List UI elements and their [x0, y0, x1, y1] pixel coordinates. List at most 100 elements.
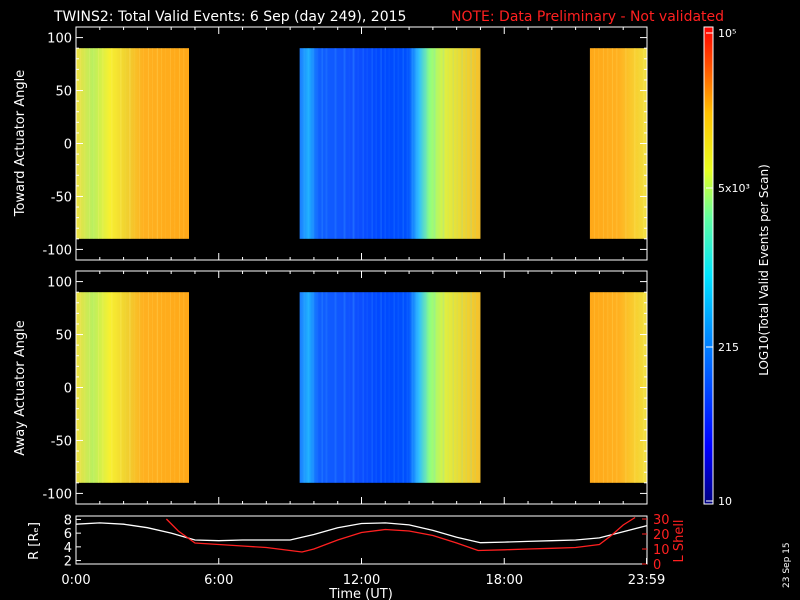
heat-streak	[375, 292, 377, 483]
heat-streak	[134, 48, 135, 239]
ytick-label-radius: 6	[64, 527, 72, 542]
heat-streak	[147, 292, 148, 483]
xtick-label: 6:00	[204, 573, 233, 588]
heat-streak	[143, 48, 144, 239]
heat-streak	[452, 292, 454, 483]
heat-streak	[98, 48, 99, 239]
heat-streak	[125, 292, 126, 483]
ytick-label: -100	[42, 487, 72, 502]
heat-streak	[343, 292, 345, 483]
heat-streak	[312, 48, 314, 239]
heat-streak	[406, 48, 408, 239]
heat-streak	[474, 292, 476, 483]
heat-streak	[175, 48, 176, 239]
xtick-label: 18:00	[486, 573, 523, 588]
heat-streak	[184, 292, 185, 483]
heat-streak	[607, 48, 609, 239]
heat-streak	[116, 292, 117, 483]
ytick-label: -50	[51, 434, 72, 449]
colorbar-tick-label: 10⁵	[718, 27, 736, 40]
heat-streak	[393, 48, 395, 239]
heat-streak	[402, 48, 404, 239]
heat-streak	[430, 48, 431, 239]
plot-title: TWINS2: Total Valid Events: 6 Sep (day 2…	[53, 9, 406, 25]
heat-streak	[334, 48, 336, 239]
panel-toward: -100 -50 0 50 100 Toward Actuator Angle	[13, 26, 648, 261]
heat-streak	[130, 292, 131, 483]
heat-streak	[174, 48, 175, 239]
series-r-line	[75, 522, 648, 544]
panel-toward-yaxis: -100 -50 0 50 100	[42, 27, 647, 260]
heat-streak	[599, 48, 600, 239]
heat-streak	[424, 292, 426, 483]
heat-streak	[161, 292, 162, 483]
heat-streak	[638, 48, 640, 239]
ytick-label-lshell: 10	[653, 543, 670, 558]
heat-streak	[597, 48, 599, 239]
heat-streak	[624, 292, 626, 483]
heat-streak	[303, 48, 305, 239]
heat-streak	[465, 48, 467, 239]
heat-streak	[461, 292, 463, 483]
heat-streak	[478, 48, 480, 239]
heat-streak	[465, 292, 467, 483]
heat-streak	[416, 292, 418, 483]
heat-streak	[379, 292, 381, 483]
heat-streak	[611, 292, 613, 483]
data-segment-low	[299, 292, 481, 483]
panel-away-yaxis: -100 -50 0 50 100	[42, 271, 647, 504]
heat-streak	[469, 48, 471, 239]
heat-streak	[121, 292, 122, 483]
heat-streak	[340, 48, 341, 239]
heat-streak	[357, 48, 359, 239]
heat-streak	[615, 48, 617, 239]
heat-streak	[148, 48, 149, 239]
heat-streak	[388, 48, 390, 239]
heat-streak	[94, 292, 95, 483]
heat-streak	[102, 292, 103, 483]
heat-streak	[165, 48, 166, 239]
heat-streak	[156, 292, 157, 483]
xtick-label: 12:00	[343, 573, 380, 588]
heat-streak	[625, 48, 627, 239]
heat-streak	[384, 292, 386, 483]
heat-streak	[375, 48, 377, 239]
heat-streak	[393, 292, 395, 483]
heat-streak	[634, 292, 636, 483]
heat-streak	[157, 48, 158, 239]
heat-streak	[624, 48, 626, 239]
heat-streak	[380, 48, 382, 239]
xlabel-time: Time (UT)	[328, 587, 393, 600]
heat-streak	[366, 292, 368, 483]
xtick-label: 0:00	[61, 573, 90, 588]
heat-streak	[411, 292, 413, 483]
heat-streak	[348, 48, 350, 239]
heat-streak	[112, 292, 113, 483]
heat-streak	[116, 48, 117, 239]
heat-streak	[111, 292, 112, 483]
heat-streak	[430, 292, 431, 483]
ytick-label-lshell: 30	[653, 513, 670, 528]
heat-streak	[317, 292, 319, 483]
heatmap-away	[76, 292, 647, 483]
heat-streak	[326, 292, 328, 483]
heat-streak	[316, 292, 318, 483]
heat-streak	[326, 48, 328, 239]
heat-streak	[321, 48, 323, 239]
ytick-label-radius: 2	[64, 555, 72, 570]
heat-streak	[335, 292, 337, 483]
ylabel-away: Away Actuator Angle	[13, 320, 28, 455]
heat-streak	[593, 292, 595, 483]
heat-streak	[593, 48, 595, 239]
heat-streak	[93, 292, 94, 483]
heat-streak	[625, 292, 627, 483]
heat-streak	[89, 48, 90, 239]
heat-streak	[470, 48, 472, 239]
heat-streak	[165, 292, 166, 483]
ytick-label-radius: 4	[64, 541, 72, 556]
ytick-label: 0	[64, 382, 72, 397]
heat-streak	[371, 292, 373, 483]
heat-streak	[309, 48, 310, 239]
heat-streak	[443, 48, 445, 239]
